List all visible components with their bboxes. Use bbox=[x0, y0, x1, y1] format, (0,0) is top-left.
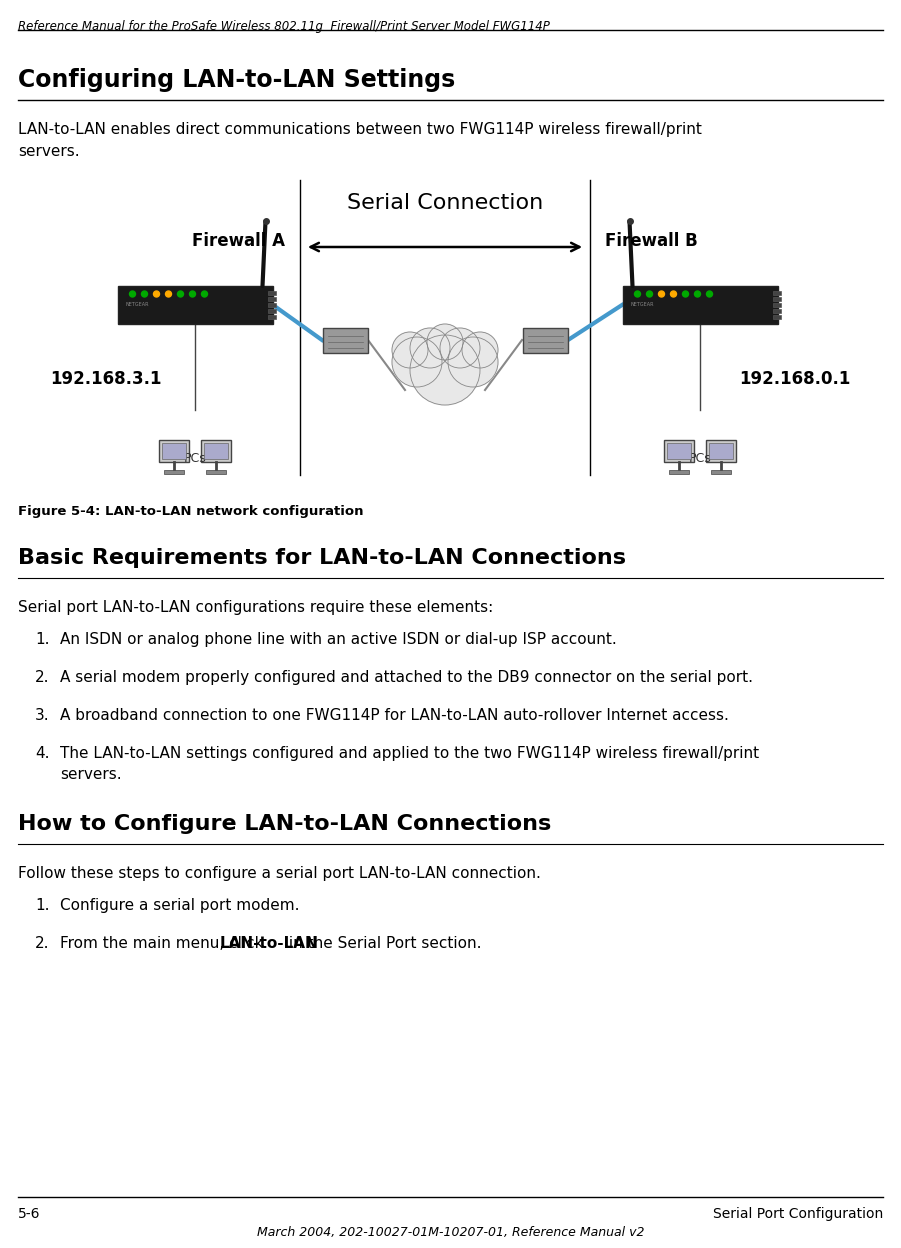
Text: 1.: 1. bbox=[35, 631, 50, 646]
Bar bbox=[201, 441, 231, 462]
Text: 192.168.3.1: 192.168.3.1 bbox=[50, 369, 161, 388]
Circle shape bbox=[427, 324, 463, 359]
Bar bbox=[667, 443, 691, 459]
Bar bbox=[268, 297, 276, 301]
Bar bbox=[772, 310, 780, 313]
Text: Firewall A: Firewall A bbox=[192, 232, 285, 250]
Bar bbox=[523, 327, 568, 352]
Text: Serial port LAN-to-LAN configurations require these elements:: Serial port LAN-to-LAN configurations re… bbox=[18, 600, 493, 615]
Text: 1.: 1. bbox=[35, 899, 50, 914]
Circle shape bbox=[659, 291, 665, 297]
Circle shape bbox=[670, 291, 677, 297]
Text: 5-6: 5-6 bbox=[18, 1207, 41, 1221]
Bar bbox=[117, 286, 272, 324]
Bar bbox=[268, 291, 276, 295]
Text: How to Configure LAN-to-LAN Connections: How to Configure LAN-to-LAN Connections bbox=[18, 814, 551, 834]
Bar bbox=[623, 286, 778, 324]
Text: Configure a serial port modem.: Configure a serial port modem. bbox=[60, 899, 299, 914]
Circle shape bbox=[202, 291, 207, 297]
Bar bbox=[323, 327, 368, 352]
Text: 4.: 4. bbox=[35, 746, 50, 761]
Bar bbox=[772, 303, 780, 307]
Text: in the Serial Port section.: in the Serial Port section. bbox=[285, 936, 482, 951]
Text: A broadband connection to one FWG114P for LAN-to-LAN auto-rollover Internet acce: A broadband connection to one FWG114P fo… bbox=[60, 708, 729, 723]
Bar bbox=[206, 470, 226, 474]
Circle shape bbox=[647, 291, 652, 297]
Text: LAN-to-LAN: LAN-to-LAN bbox=[220, 936, 319, 951]
Bar bbox=[664, 441, 694, 462]
Text: Follow these steps to configure a serial port LAN-to-LAN connection.: Follow these steps to configure a serial… bbox=[18, 866, 541, 881]
Text: 3.: 3. bbox=[35, 708, 50, 723]
Text: Basic Requirements for LAN-to-LAN Connections: Basic Requirements for LAN-to-LAN Connec… bbox=[18, 548, 626, 568]
Circle shape bbox=[141, 291, 148, 297]
Circle shape bbox=[462, 332, 498, 368]
Text: Figure 5-4: LAN-to-LAN network configuration: Figure 5-4: LAN-to-LAN network configura… bbox=[18, 505, 363, 518]
Circle shape bbox=[166, 291, 171, 297]
Bar bbox=[772, 297, 780, 301]
Text: Reference Manual for the ProSafe Wireless 802.11g  Firewall/Print Server Model F: Reference Manual for the ProSafe Wireles… bbox=[18, 20, 550, 32]
Bar bbox=[204, 443, 228, 459]
Text: Serial Port Configuration: Serial Port Configuration bbox=[713, 1207, 883, 1221]
Bar bbox=[706, 441, 736, 462]
Text: From the main menu, click: From the main menu, click bbox=[60, 936, 268, 951]
Bar bbox=[268, 303, 276, 307]
Text: PCs: PCs bbox=[184, 452, 206, 466]
Circle shape bbox=[695, 291, 700, 297]
Bar bbox=[772, 314, 780, 319]
Bar bbox=[669, 470, 689, 474]
Circle shape bbox=[177, 291, 184, 297]
Bar bbox=[709, 443, 733, 459]
Text: PCs: PCs bbox=[688, 452, 712, 466]
Bar bbox=[162, 443, 186, 459]
Circle shape bbox=[392, 332, 428, 368]
Bar bbox=[268, 310, 276, 313]
Text: NETGEAR: NETGEAR bbox=[125, 302, 149, 307]
Text: 2.: 2. bbox=[35, 670, 50, 685]
Text: A serial modem properly configured and attached to the DB9 connector on the seri: A serial modem properly configured and a… bbox=[60, 670, 753, 685]
Text: 192.168.0.1: 192.168.0.1 bbox=[740, 369, 851, 388]
Bar bbox=[159, 441, 189, 462]
Circle shape bbox=[392, 337, 442, 387]
Circle shape bbox=[706, 291, 713, 297]
Circle shape bbox=[682, 291, 688, 297]
Circle shape bbox=[189, 291, 196, 297]
Text: 2.: 2. bbox=[35, 936, 50, 951]
Text: LAN-to-LAN enables direct communications between two FWG114P wireless firewall/p: LAN-to-LAN enables direct communications… bbox=[18, 122, 702, 160]
Bar bbox=[164, 470, 184, 474]
Text: March 2004, 202-10027-01M-10207-01, Reference Manual v2: March 2004, 202-10027-01M-10207-01, Refe… bbox=[257, 1226, 644, 1239]
Text: Serial Connection: Serial Connection bbox=[347, 193, 543, 213]
Text: Firewall B: Firewall B bbox=[605, 232, 697, 250]
Bar bbox=[772, 291, 780, 295]
Text: The LAN-to-LAN settings configured and applied to the two FWG114P wireless firew: The LAN-to-LAN settings configured and a… bbox=[60, 746, 760, 782]
Circle shape bbox=[410, 334, 480, 406]
Circle shape bbox=[153, 291, 159, 297]
Circle shape bbox=[448, 337, 498, 387]
Text: Configuring LAN-to-LAN Settings: Configuring LAN-to-LAN Settings bbox=[18, 67, 455, 92]
Circle shape bbox=[410, 328, 450, 368]
Circle shape bbox=[130, 291, 135, 297]
Text: NETGEAR: NETGEAR bbox=[631, 302, 654, 307]
Circle shape bbox=[440, 328, 480, 368]
Circle shape bbox=[634, 291, 641, 297]
Text: An ISDN or analog phone line with an active ISDN or dial-up ISP account.: An ISDN or analog phone line with an act… bbox=[60, 631, 617, 646]
Bar bbox=[711, 470, 731, 474]
Bar bbox=[268, 314, 276, 319]
